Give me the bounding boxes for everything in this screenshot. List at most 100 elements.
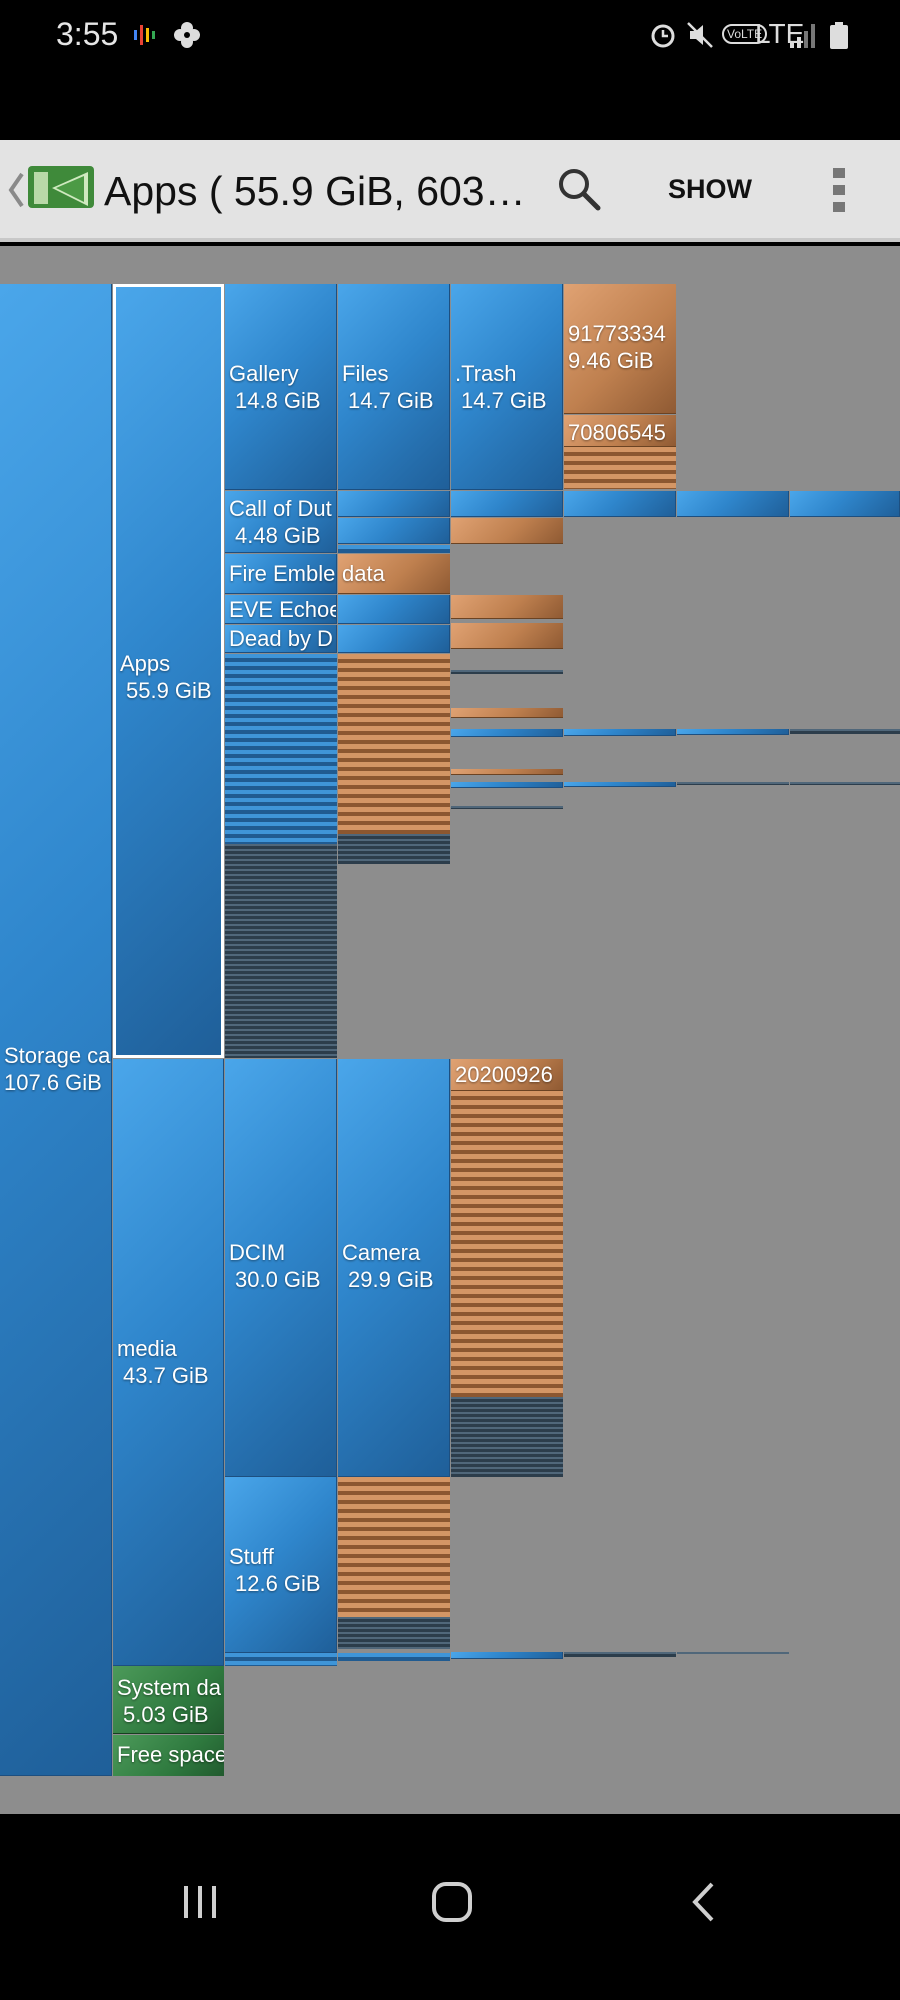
overflow-menu-icon[interactable]	[830, 164, 848, 221]
tile-fire-emblem[interactable]: Fire Emble	[225, 554, 337, 594]
tile-eve-file[interactable]	[451, 595, 563, 619]
battery-icon	[824, 20, 854, 50]
show-button[interactable]: SHOW	[668, 174, 752, 204]
tile-trash-size: 14.7 GiB	[461, 388, 547, 413]
tile-camera[interactable]: Camera 29.9 GiB	[338, 1059, 450, 1477]
home-icon[interactable]	[430, 1880, 474, 1929]
tile-call-of-duty-name: Call of Dut	[229, 496, 332, 521]
tile-fire-emblem-name: Fire Emble	[229, 561, 336, 586]
tile-camera-tiny[interactable]	[451, 1397, 563, 1477]
tile-stuff[interactable]: Stuff 12.6 GiB	[225, 1477, 337, 1653]
tile-small-apps[interactable]	[225, 654, 337, 844]
tile-system-data-size: 5.03 GiB	[123, 1702, 209, 1727]
tile-file-91773334-name: 91773334	[568, 321, 666, 346]
tile-eve-echoes[interactable]: EVE Echoe	[225, 595, 337, 624]
tile-media-deepest[interactable]	[677, 1652, 789, 1654]
tile-system-data[interactable]: System da 5.03 GiB	[113, 1666, 224, 1734]
tile-file-91773334-size: 9.46 GiB	[568, 348, 654, 373]
tile-system-data-name: System da	[117, 1675, 221, 1700]
tile-dbd-file[interactable]	[451, 623, 563, 649]
tile-apps-name: Apps	[120, 651, 171, 676]
tile-file-70806545-name: 70806545	[568, 420, 666, 445]
page-title: Apps ( 55.9 GiB, 603…	[104, 168, 526, 214]
tile-eve-echoes-name: EVE Echoe	[229, 597, 337, 622]
tile-gallery-name: Gallery	[229, 361, 299, 386]
tile-gallery-size: 14.8 GiB	[235, 388, 321, 413]
tile-deep-sliver-a[interactable]	[451, 670, 563, 674]
tile-deep-sliver-f[interactable]	[451, 806, 563, 809]
tile-cod-deepest-a[interactable]	[677, 491, 789, 517]
tile-tiny-apps[interactable]	[225, 844, 337, 1058]
network-type: LTE	[755, 18, 805, 49]
tile-deepest-sliver-c[interactable]	[677, 782, 789, 785]
tile-storage-name: Storage ca	[4, 1043, 111, 1068]
tile-app-files[interactable]	[338, 654, 450, 834]
tile-media-misc-sub[interactable]	[338, 1653, 450, 1661]
tile-media-misc[interactable]	[225, 1653, 337, 1666]
tile-call-of-duty[interactable]: Call of Dut 4.48 GiB	[225, 491, 337, 553]
tile-media[interactable]: media 43.7 GiB	[113, 1059, 224, 1666]
tile-dbd-sub[interactable]	[338, 625, 450, 653]
tile-storage[interactable]: Storage ca 107.6 GiB	[0, 284, 112, 1776]
tile-free-space-name: Free space	[117, 1742, 224, 1767]
tile-stuff-tiny[interactable]	[338, 1617, 450, 1649]
back-icon[interactable]	[688, 1880, 718, 1929]
tile-data[interactable]: data	[338, 554, 450, 594]
tile-camera-file[interactable]: 20200926	[451, 1059, 563, 1091]
tile-deepest-sliver-a[interactable]	[677, 729, 789, 735]
app-bar: Apps ( 55.9 GiB, 603… SHOW	[0, 140, 900, 242]
tile-free-space[interactable]: Free space	[113, 1735, 224, 1776]
tile-camera-size: 29.9 GiB	[348, 1267, 434, 1292]
tile-media-deeper[interactable]	[564, 1652, 676, 1657]
tile-deep-sliver-b[interactable]	[451, 708, 563, 718]
tile-stuff-name: Stuff	[229, 1544, 274, 1569]
tile-deep-sliver-e[interactable]	[451, 782, 563, 788]
recents-icon[interactable]	[180, 1882, 220, 1927]
tile-apps-selected[interactable]: Apps 55.9 GiB	[113, 284, 224, 1058]
tile-deep-sliver-d[interactable]	[451, 769, 563, 775]
volte-icon: VoLTE	[722, 24, 768, 44]
tile-eve-sub[interactable]	[338, 595, 450, 624]
tile-apps-size: 55.9 GiB	[126, 678, 212, 703]
search-icon[interactable]	[556, 166, 602, 217]
tile-files[interactable]: Files 14.7 GiB	[338, 284, 450, 490]
tile-cod-deepest-b[interactable]	[790, 491, 900, 517]
tile-file-70806545[interactable]: 70806545	[564, 415, 676, 447]
tile-media-size: 43.7 GiB	[123, 1363, 209, 1388]
tile-dcim-name: DCIM	[229, 1240, 286, 1265]
tile-dead-by-daylight[interactable]: Dead by D	[225, 625, 337, 653]
tile-dcim[interactable]: DCIM 30.0 GiB	[225, 1059, 337, 1477]
mute-icon	[685, 20, 715, 50]
tile-deepest-sliver-b[interactable]	[790, 729, 900, 734]
navigation-bar	[0, 1814, 900, 2000]
alarm-icon	[648, 20, 678, 50]
pinwheel-icon	[172, 20, 202, 50]
tile-cod-deeper[interactable]	[564, 491, 676, 517]
tile-camera-name: Camera	[342, 1240, 421, 1265]
back-chevron-icon[interactable]	[6, 170, 26, 215]
tile-media-deep[interactable]	[451, 1652, 563, 1659]
tile-files-size: 14.7 GiB	[348, 388, 434, 413]
tile-trash-files[interactable]	[564, 447, 676, 489]
tile-deeper-sliver-b[interactable]	[564, 782, 676, 787]
treemap-area[interactable]: Storage ca 107.6 GiB Apps 55.9 GiB media…	[0, 246, 900, 1814]
tile-deep-sliver-c[interactable]	[451, 729, 563, 737]
tile-stuff-files[interactable]	[338, 1477, 450, 1617]
app-logo-icon[interactable]	[26, 162, 96, 217]
tile-file-91773334[interactable]: 91773334 9.46 GiB	[564, 284, 676, 414]
status-bar: 3:55 VoLTE LTE	[0, 0, 900, 140]
tile-cod-deep-a[interactable]	[451, 491, 563, 517]
tile-camera-photos[interactable]	[451, 1091, 563, 1397]
tile-cod-sub-misc[interactable]	[338, 545, 450, 553]
tile-deepest-sliver-d[interactable]	[790, 782, 900, 785]
tile-gallery[interactable]: Gallery 14.8 GiB	[225, 284, 337, 490]
status-time: 3:55	[56, 16, 119, 52]
tile-deeper-sliver-a[interactable]	[564, 729, 676, 736]
tile-trash[interactable]: .Trash 14.7 GiB	[451, 284, 563, 490]
tile-cod-sub-b[interactable]	[338, 518, 450, 544]
tile-dead-by-daylight-name: Dead by D	[229, 626, 333, 651]
tile-cod-sub-a[interactable]	[338, 491, 450, 517]
tile-app-files-tiny[interactable]	[338, 834, 450, 864]
tile-cod-deep-file[interactable]	[451, 518, 563, 544]
podcast-icon	[130, 20, 160, 50]
